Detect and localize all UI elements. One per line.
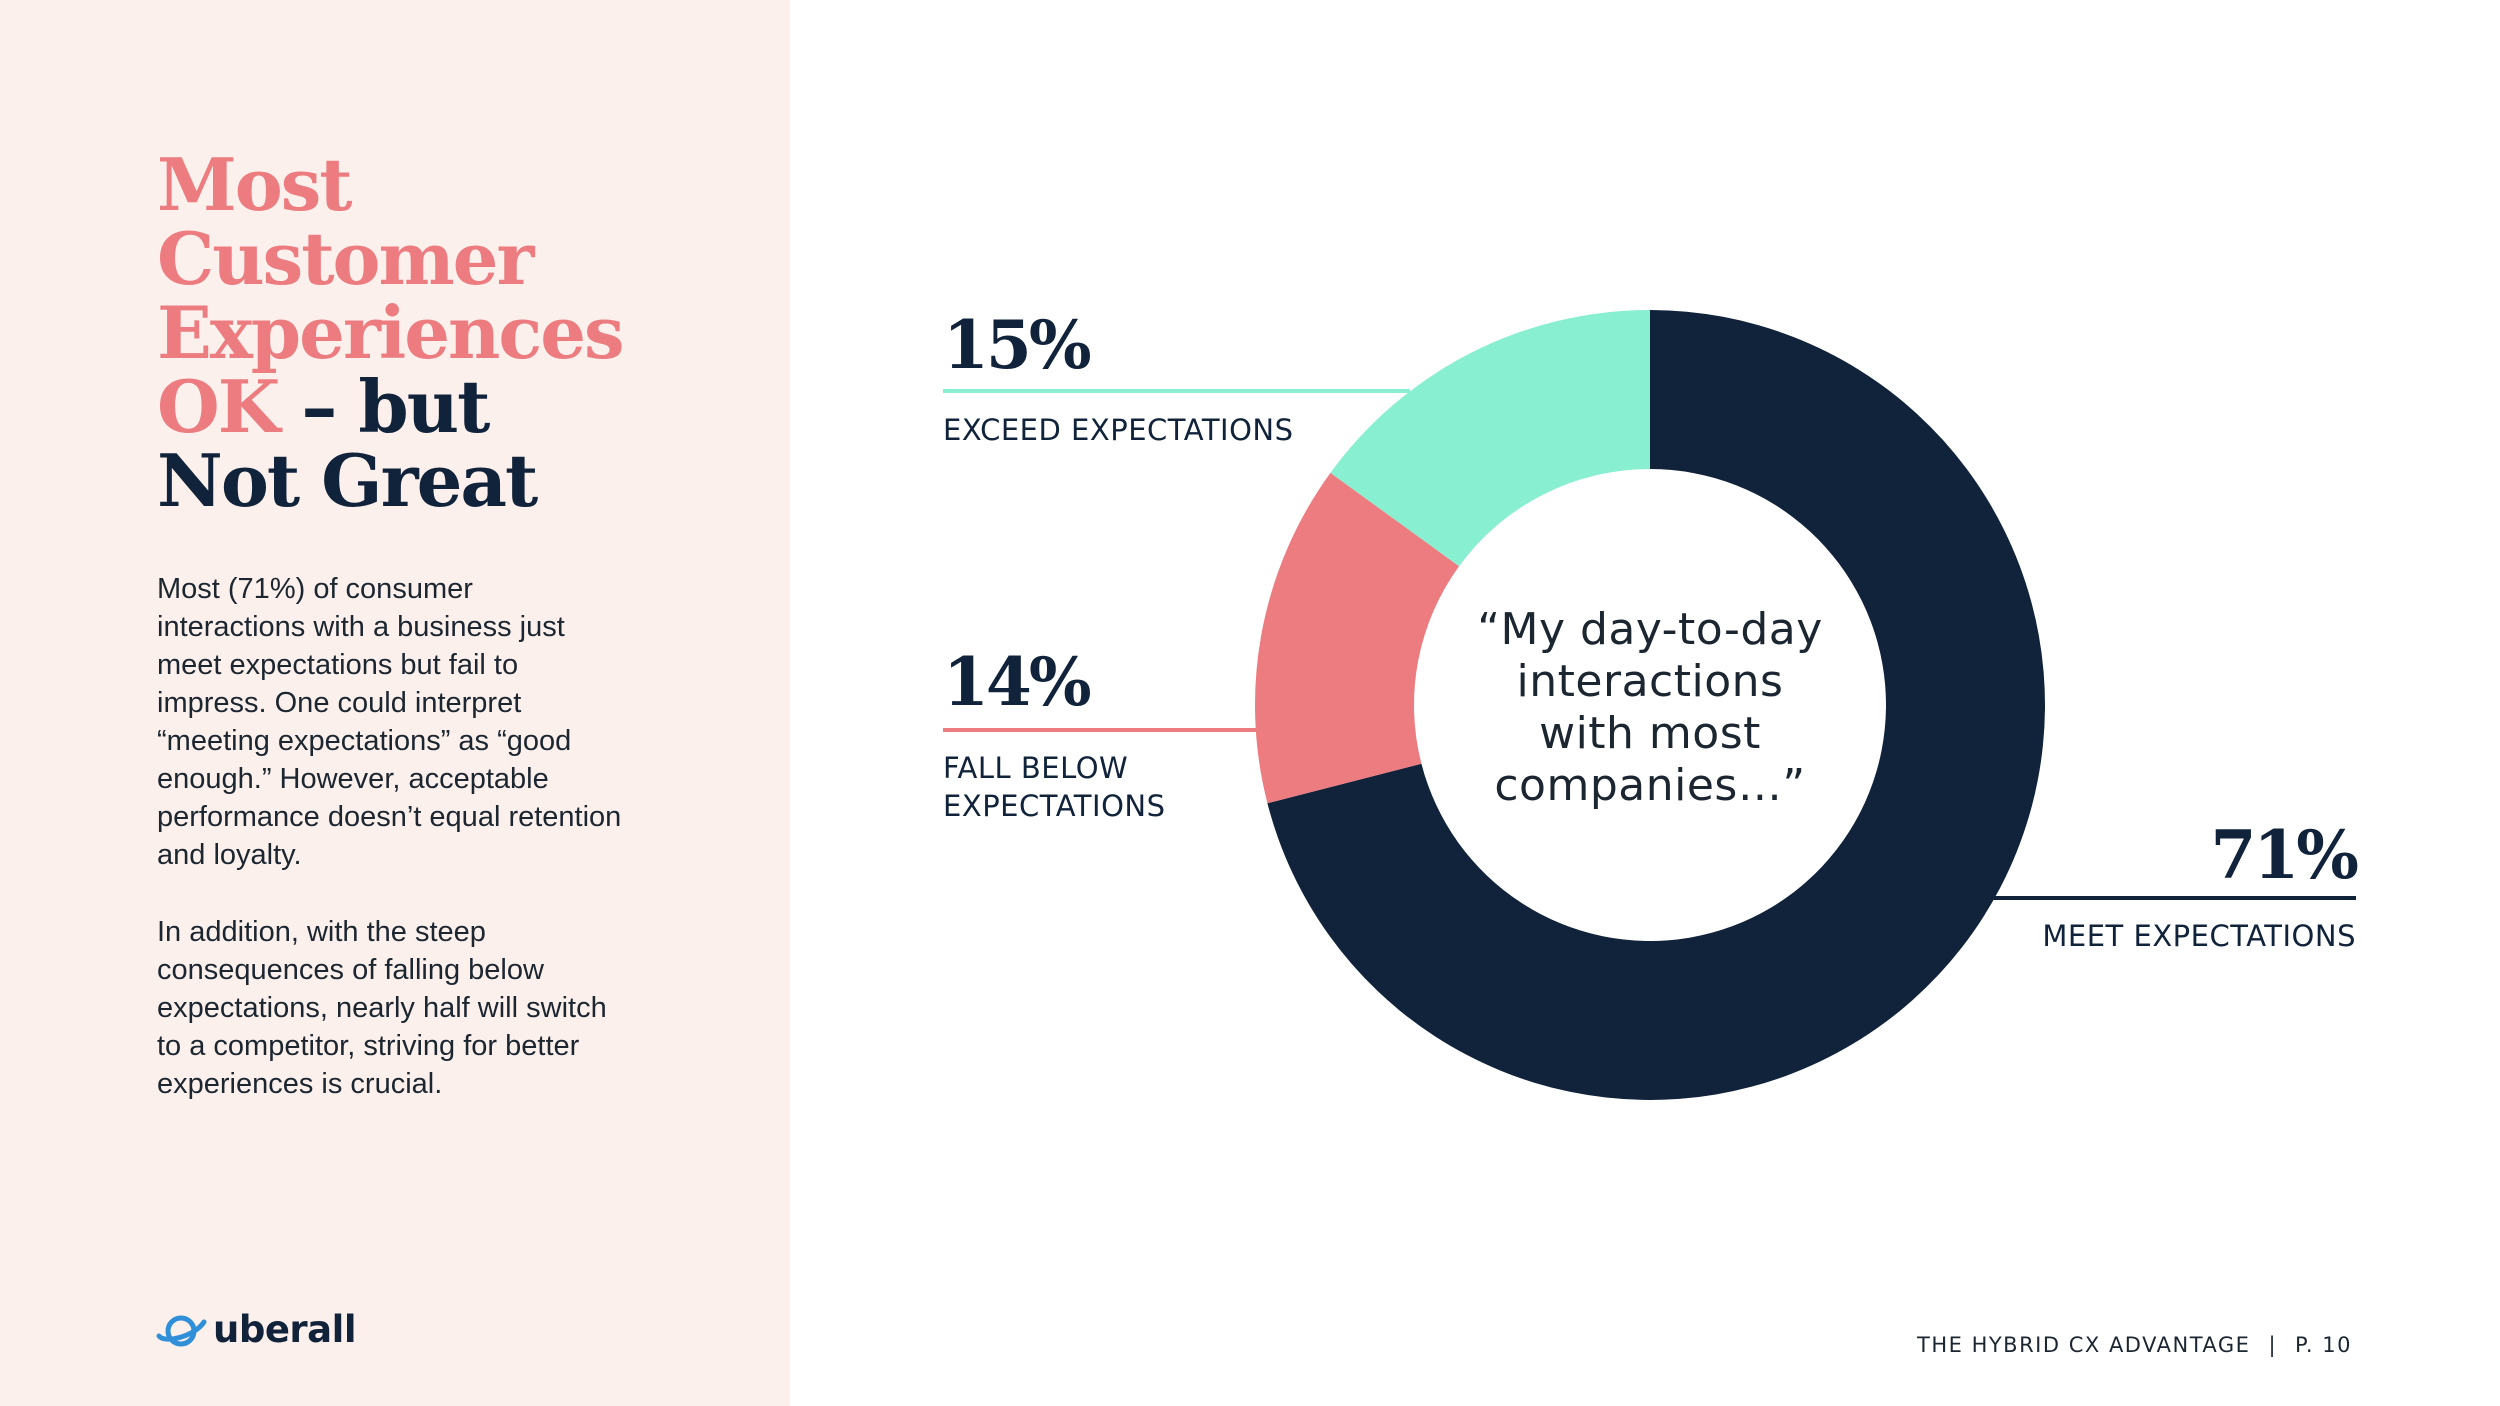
chart-labels: 71% MEET EXPECTATIONS 14% FALL BELOW EXPECTA… <box>943 306 2361 953</box>
title-line-4: OK – but <box>157 370 757 444</box>
footer-title: THE HYBRID CX ADVANTAGE <box>1917 1333 2251 1357</box>
category-label-2-2: EXPECTATIONS <box>943 789 1166 823</box>
body-paragraph-2: In addition, with the steep consequences… <box>157 916 607 1100</box>
title-ok: OK <box>157 364 280 449</box>
percent-label-1: 71% <box>2210 816 2358 894</box>
title-line-1: Most <box>157 142 353 227</box>
center-quote-line-2: interactions <box>1517 656 1784 707</box>
chart-leader-lines <box>943 389 2356 900</box>
center-quote: “My day-to-day interactions with most compa… <box>1477 604 1823 811</box>
title-line-2: Customer <box>157 216 534 301</box>
title-line-3: Experiences <box>157 290 625 375</box>
category-label-3-1: EXCEED EXPECTATIONS <box>943 413 1294 447</box>
page-number: P. 10 <box>2295 1333 2352 1357</box>
center-quote-line-1: “My day-to-day <box>1477 604 1823 655</box>
category-label-2-1: FALL BELOW <box>943 751 1128 785</box>
footer: THE HYBRID CX ADVANTAGE | P. 10 <box>1917 1333 2352 1357</box>
page-title: Most Customer Experiences OK – but Not G… <box>157 148 757 518</box>
uberall-logo[interactable]: uberall <box>155 1308 357 1351</box>
footer-separator: | <box>2268 1333 2278 1357</box>
percent-label-3: 15% <box>943 306 1091 384</box>
donut-slice-2 <box>1255 472 1460 804</box>
title-but: – but <box>278 364 490 449</box>
donut-slice-3 <box>1330 310 1650 567</box>
donut-slice-1 <box>1267 310 2045 1100</box>
logo-text: uberall <box>213 1308 357 1351</box>
planet-icon <box>156 1315 207 1346</box>
center-quote-line-3: with most <box>1539 708 1761 759</box>
left-panel: Most Customer Experiences OK – but Not G… <box>0 0 790 1406</box>
center-quote-line-4: companies…” <box>1494 760 1805 811</box>
percent-label-2: 14% <box>943 643 1091 721</box>
chart-slices <box>1255 310 2045 1100</box>
title-line-5: Not Great <box>157 438 538 523</box>
category-label-1-1: MEET EXPECTATIONS <box>2042 919 2356 953</box>
body-paragraph-1: Most (71%) of consumer interactions with… <box>157 573 622 871</box>
